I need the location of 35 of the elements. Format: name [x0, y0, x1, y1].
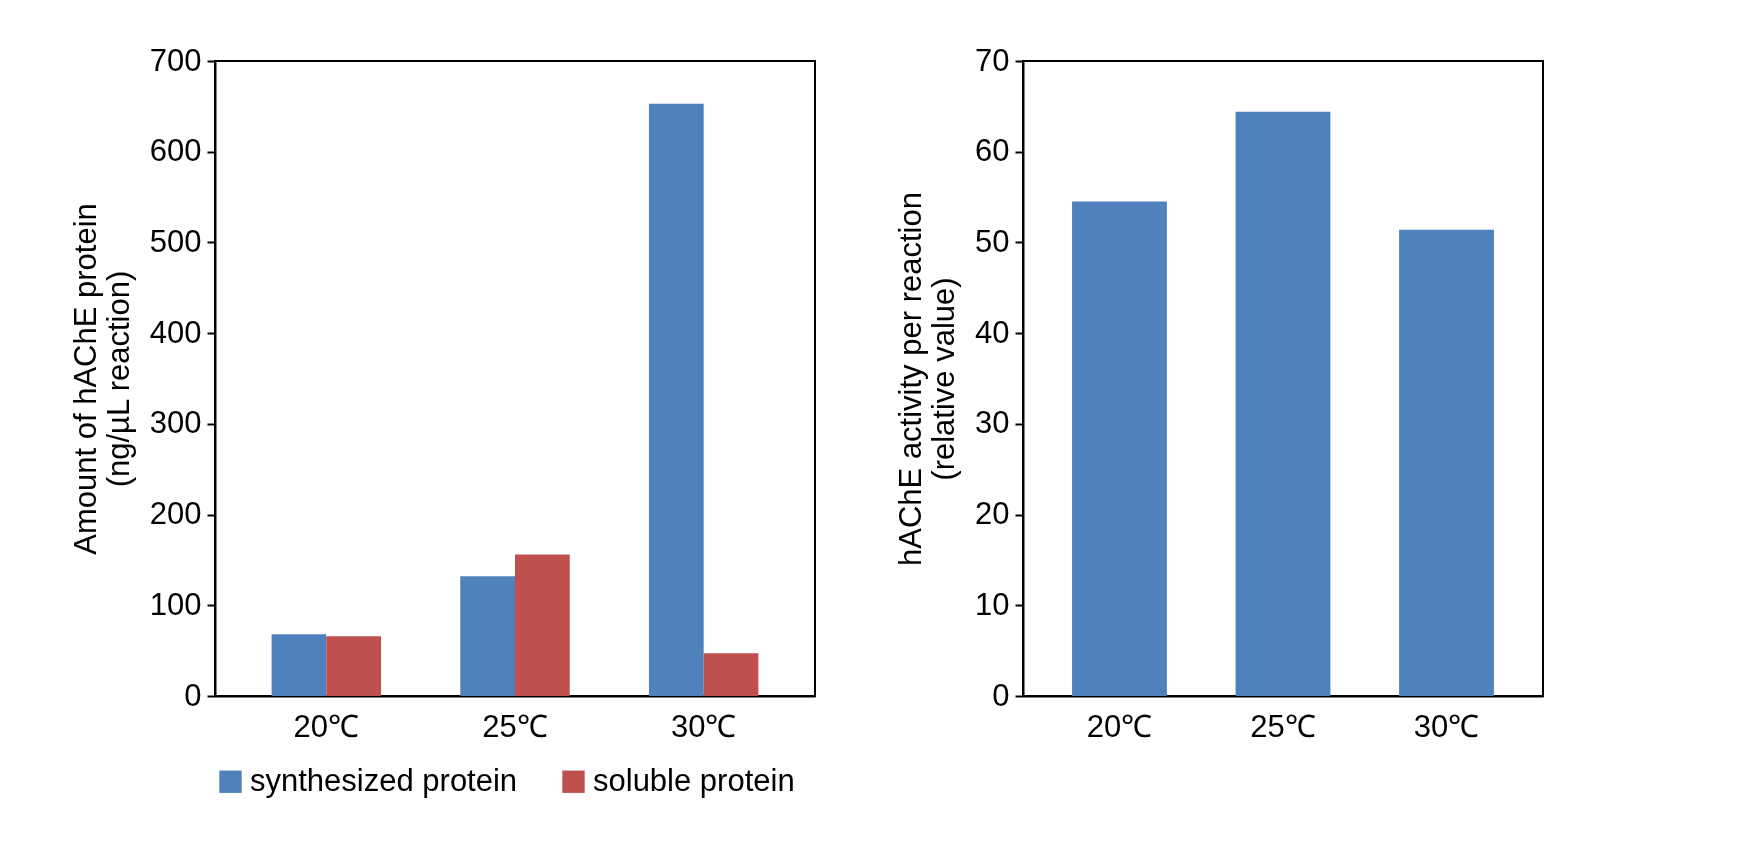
bar: [460, 576, 515, 696]
x-tick-label: 20℃: [293, 708, 360, 744]
x-tick-label: 25℃: [482, 708, 548, 744]
y-tick-label: 500: [149, 223, 202, 259]
bar: [703, 653, 759, 696]
y-tick-label: 30: [975, 405, 1010, 441]
y-tick-label: 100: [149, 586, 202, 622]
bar: [1399, 229, 1494, 696]
x-tick-label: 20℃: [1086, 708, 1153, 744]
y-tick-label: 40: [975, 314, 1010, 350]
x-tick-label: 30℃: [670, 708, 737, 744]
bar: [1072, 201, 1167, 696]
x-tick-label: 25℃: [1250, 708, 1316, 744]
bar: [515, 554, 570, 696]
y-tick-label: 50: [975, 223, 1010, 259]
y-axis-title: hAChE activity per reaction (relative value): [893, 192, 962, 566]
y-tick-label: 70: [975, 42, 1010, 78]
bar: [326, 636, 382, 696]
y-tick-label: 0: [992, 677, 1010, 713]
y-tick-label: 700: [149, 42, 202, 78]
y-tick-label: 300: [149, 405, 202, 441]
y-tick-label: 400: [149, 314, 202, 350]
y-tick-label: 200: [149, 496, 202, 532]
legend-label: synthesized protein: [250, 762, 518, 798]
y-tick-label: 20: [975, 496, 1010, 532]
x-tick-label: 30℃: [1413, 708, 1480, 744]
y-tick-label: 0: [184, 677, 202, 713]
y-axis-title: Amount of hAChE protein (ng/µL reaction): [67, 203, 136, 555]
bar: [648, 103, 704, 696]
legend-label: soluble protein: [593, 762, 795, 798]
bar: [271, 634, 327, 696]
y-tick-label: 60: [975, 133, 1010, 169]
bar: [1235, 111, 1331, 696]
y-tick-label: 10: [975, 586, 1010, 622]
y-tick-label: 600: [149, 133, 202, 169]
